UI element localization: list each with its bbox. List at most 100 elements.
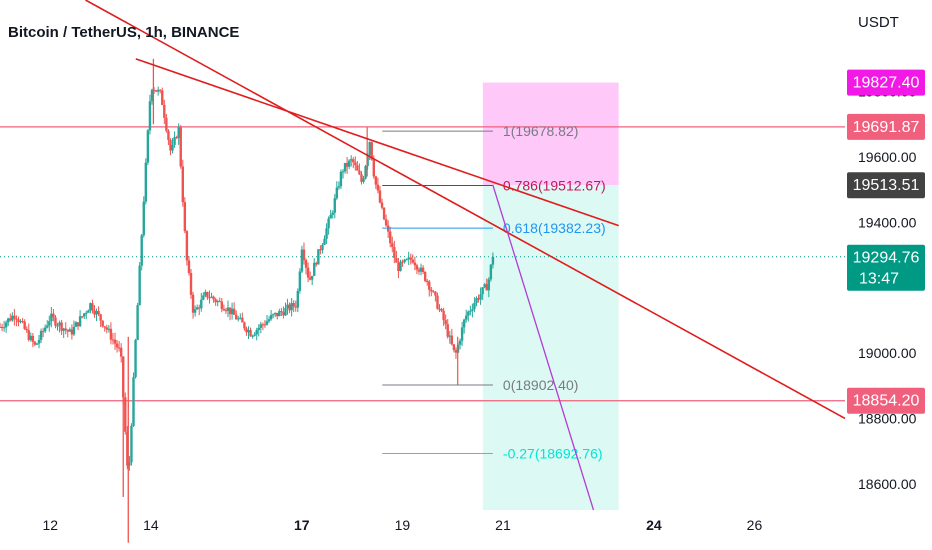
candle-body xyxy=(395,257,398,263)
candle-body xyxy=(405,259,408,261)
candle-body xyxy=(128,462,131,466)
candle-body xyxy=(15,318,18,320)
candle-body xyxy=(218,301,221,303)
candle-body xyxy=(352,159,355,163)
trendline xyxy=(85,0,846,420)
candle-body xyxy=(489,264,493,280)
candle-body xyxy=(479,294,482,300)
candle-body xyxy=(158,89,162,91)
candle-body xyxy=(356,165,359,171)
candle-body xyxy=(85,312,88,314)
candle-body xyxy=(278,311,281,317)
candle-body xyxy=(411,259,415,263)
candle-body xyxy=(491,256,495,265)
candle-body xyxy=(17,319,20,323)
candle-body xyxy=(271,314,275,316)
price-tick-label: 19400.00 xyxy=(858,214,917,230)
candle-body xyxy=(313,262,316,276)
candle-body xyxy=(99,314,102,321)
candle-body xyxy=(376,184,380,191)
candle-body xyxy=(296,290,300,308)
fib-level-label: 1(19678.82) xyxy=(503,123,579,139)
candle-body xyxy=(177,127,180,138)
chart-title: Bitcoin / TetherUS, 1h, BINANCE xyxy=(8,24,240,41)
candle-body xyxy=(325,228,328,239)
time-tick-label: 12 xyxy=(43,517,59,533)
candle-body xyxy=(134,340,137,378)
candle-body xyxy=(97,310,100,315)
candle-body xyxy=(454,349,458,353)
candle-body xyxy=(181,166,184,203)
candle-body xyxy=(204,291,207,296)
candle-body xyxy=(43,327,47,332)
candle-body xyxy=(288,304,291,311)
candle-body xyxy=(7,318,10,323)
price-tag-label: 18854.20 xyxy=(853,393,920,410)
candle-body xyxy=(185,231,189,261)
candle-body xyxy=(64,328,67,331)
candle-body xyxy=(210,296,213,298)
candle-body xyxy=(27,330,30,340)
candle-body xyxy=(19,321,22,323)
candle-body xyxy=(450,335,454,345)
price-tag xyxy=(847,244,925,291)
fib-level-label: 0.618(19382.23) xyxy=(503,220,606,236)
candle-body xyxy=(487,279,491,291)
candle-body xyxy=(33,341,37,345)
candle-body xyxy=(308,277,312,280)
fib-level-label: 0(18902.40) xyxy=(503,377,579,393)
candle-body xyxy=(132,377,135,426)
candle-body xyxy=(423,272,427,281)
candle-body xyxy=(255,330,258,335)
candle-body xyxy=(237,318,240,320)
candle-body xyxy=(101,320,104,327)
candle-body xyxy=(370,142,373,160)
candle-body xyxy=(409,257,412,260)
candle-body xyxy=(241,317,244,323)
candle-body xyxy=(393,247,396,258)
candle-body xyxy=(469,310,472,312)
candle-body xyxy=(9,318,12,321)
candle-body xyxy=(358,170,361,175)
candle-body xyxy=(66,330,69,332)
candle-body xyxy=(425,280,429,282)
candle-body xyxy=(306,267,310,278)
price-tick-label: 19000.00 xyxy=(858,345,917,361)
trendlines[interactable] xyxy=(85,0,846,511)
candle-body xyxy=(327,218,330,229)
candle-body xyxy=(202,295,205,300)
projection-line xyxy=(492,185,595,511)
candle-body xyxy=(485,284,488,291)
candle-body xyxy=(462,319,466,328)
candle-body xyxy=(214,299,217,303)
candle-body xyxy=(173,137,176,145)
candle-body xyxy=(41,330,45,332)
candle-body xyxy=(419,267,423,272)
candle-body xyxy=(239,317,242,319)
price-axis[interactable]: 18600.00 18800.00 19000.00 19400.00 19600.00… xyxy=(858,84,917,492)
candle-body xyxy=(212,296,215,300)
fibonacci-retracement[interactable]: 1(19678.82) 0.786(19512.67) 0.618(19382.23… xyxy=(382,123,606,462)
candle-body xyxy=(467,311,470,316)
candle-body xyxy=(389,231,392,244)
candle-body xyxy=(224,310,228,312)
candle-body xyxy=(2,327,6,329)
candle-body xyxy=(347,160,351,167)
candle-body xyxy=(249,330,252,337)
candle-body xyxy=(52,313,55,318)
price-tag xyxy=(847,69,925,96)
candle-body xyxy=(54,317,57,326)
candle-body xyxy=(124,397,127,432)
candle-body xyxy=(360,174,363,182)
target-zone xyxy=(482,185,619,510)
candle-body xyxy=(29,335,33,340)
candle-body xyxy=(354,162,357,166)
candle-body xyxy=(483,284,486,288)
candle-body xyxy=(58,322,61,326)
price-tick-label: 19600.00 xyxy=(858,149,917,165)
candle-body xyxy=(91,303,94,311)
time-axis[interactable]: 12 14 17 19 21 24 26 xyxy=(43,517,763,533)
candle-body xyxy=(333,198,336,213)
candle-body xyxy=(473,303,476,310)
